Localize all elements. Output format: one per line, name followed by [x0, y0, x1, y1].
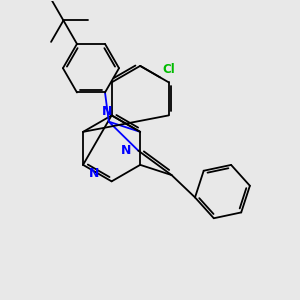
Text: N: N: [88, 167, 99, 180]
Text: N: N: [121, 144, 131, 157]
Text: N: N: [102, 105, 112, 118]
Text: Cl: Cl: [163, 63, 175, 76]
